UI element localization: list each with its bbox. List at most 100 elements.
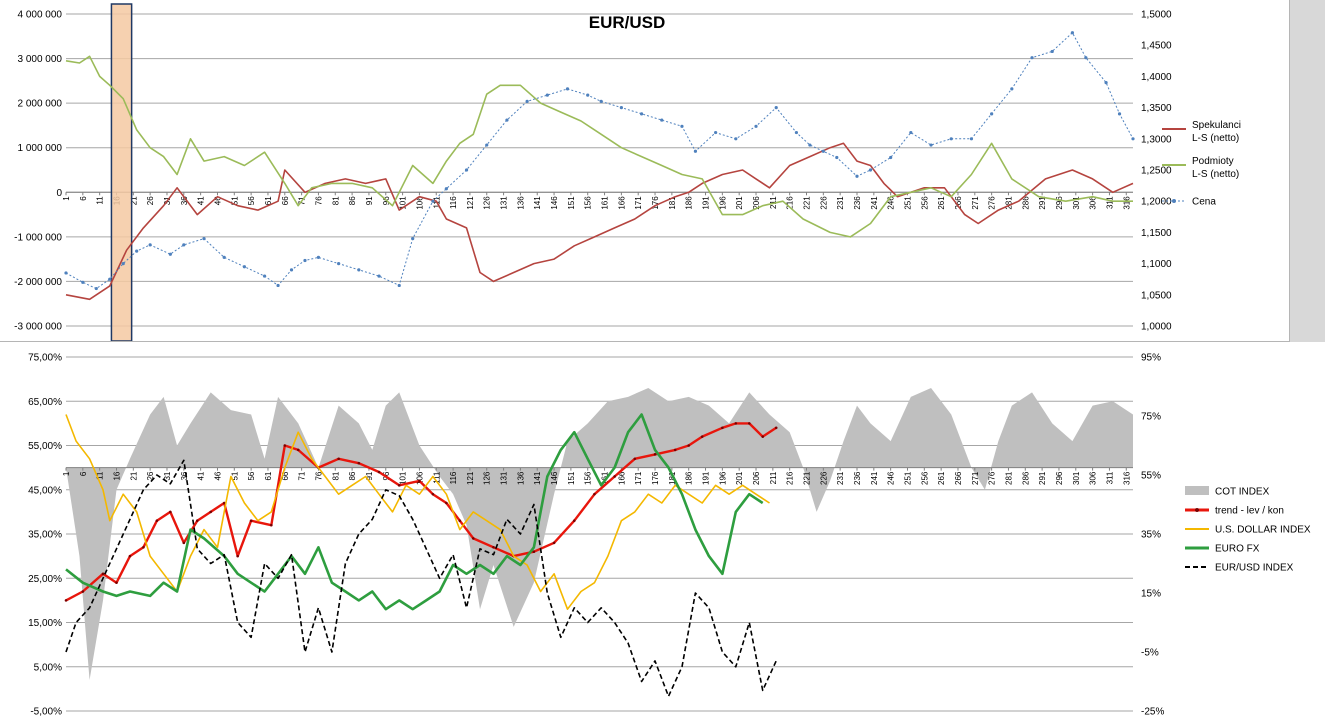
x-tick-label: 166 <box>617 471 626 485</box>
x-tick-label: 51 <box>230 196 239 205</box>
x-tick-label: 306 <box>1089 196 1098 210</box>
y-right-tick-label: 1,0000 <box>1141 322 1172 333</box>
x-tick-label: 186 <box>685 196 694 210</box>
top-chart-panel: -3 000 000 -2 000 000 -1 000 000 0 1 000 000… <box>0 0 1290 342</box>
series-marker-cena <box>1117 112 1122 116</box>
x-tick-label: 246 <box>887 471 896 485</box>
x-tick-label: 1 <box>62 471 71 476</box>
x-tick-label: 291 <box>1038 471 1047 485</box>
series-marker-trend-lev-kon <box>155 519 159 523</box>
series-marker-trend-lev-kon <box>296 448 300 452</box>
series-marker-cena <box>242 265 246 269</box>
series-marker-cena <box>431 199 435 203</box>
legend-swatch-cot-index <box>1185 486 1209 495</box>
x-tick-label: 131 <box>500 471 509 485</box>
legend-label-u-s-dollar-index: U.S. DOLLAR INDEX <box>1215 525 1311 536</box>
y-left-tick-label: 4 000 000 <box>18 10 63 21</box>
series-marker-cena <box>276 283 280 288</box>
x-tick-label: 216 <box>786 471 795 485</box>
x-tick-label: 31 <box>163 471 172 480</box>
x-tick-label: 11 <box>96 196 105 205</box>
legend-marker-trend-lev-kon <box>1195 508 1199 512</box>
series-marker-cena <box>889 155 893 160</box>
x-tick-label: 301 <box>1072 196 1081 210</box>
series-marker-trend-lev-kon <box>445 501 448 505</box>
x-tick-label: 171 <box>634 196 643 210</box>
legend-label-trend-lev-kon: trend - lev / kon <box>1215 506 1284 517</box>
x-tick-label: 6 <box>79 196 88 201</box>
series-marker-cena <box>444 187 448 191</box>
series-marker-trend-lev-kon <box>687 444 690 447</box>
series-marker-cena <box>64 271 68 275</box>
x-tick-label: 21 <box>129 471 138 480</box>
legend-label-cena: Cena <box>1192 197 1216 208</box>
series-marker-cena <box>1084 56 1088 60</box>
series-marker-cena <box>485 143 489 147</box>
x-tick-label: 136 <box>516 196 525 210</box>
series-marker-trend-lev-kon <box>431 492 435 496</box>
x-tick-label: 61 <box>264 471 273 480</box>
series-marker-cena <box>586 93 590 97</box>
y-right-tick-label: 55% <box>1141 471 1161 482</box>
series-marker-cena <box>969 137 974 141</box>
x-tick-label: 261 <box>937 471 946 485</box>
x-tick-label: 66 <box>281 471 290 480</box>
series-marker-trend-lev-kon <box>377 470 381 474</box>
y-right-tick-label: 1,3000 <box>1141 134 1172 145</box>
x-tick-label: 221 <box>803 196 812 210</box>
x-tick-label: 56 <box>247 471 256 480</box>
series-marker-cena <box>303 258 307 263</box>
series-marker-cena <box>774 106 778 110</box>
series-marker-trend-lev-kon <box>418 479 421 483</box>
series-marker-cena <box>397 283 401 288</box>
series-marker-cena <box>868 168 873 172</box>
series-marker-cena <box>545 93 549 97</box>
series-marker-trend-lev-kon <box>747 422 751 425</box>
series-marker-trend-lev-kon <box>761 435 765 438</box>
x-tick-label: 276 <box>988 196 997 210</box>
x-tick-label: 266 <box>954 471 963 485</box>
y-left-tick-label: 25,00% <box>28 574 62 585</box>
series-marker-trend-lev-kon <box>774 426 778 430</box>
series-marker-trend-lev-kon <box>593 492 596 496</box>
x-tick-label: 256 <box>920 196 929 210</box>
series-line-spekulanci-l-s-netto <box>65 142 1134 301</box>
x-tick-label: 216 <box>786 196 795 210</box>
y-right-tick-label: 1,4500 <box>1141 41 1172 52</box>
series-marker-trend-lev-kon <box>700 435 704 438</box>
x-tick-label: 241 <box>870 196 879 210</box>
x-tick-label: 256 <box>920 471 929 485</box>
x-tick-label: 16 <box>112 471 121 480</box>
x-tick-label: 201 <box>735 471 744 485</box>
series-marker-trend-lev-kon <box>458 519 462 523</box>
x-tick-label: 171 <box>634 471 643 485</box>
y-right-tick-label: -5% <box>1141 648 1159 659</box>
series-marker-trend-lev-kon <box>195 519 199 523</box>
x-tick-label: 26 <box>146 196 155 205</box>
x-tick-label: 221 <box>803 471 812 485</box>
x-tick-label: 66 <box>281 196 290 205</box>
x-tick-label: 121 <box>466 196 475 210</box>
x-tick-label: 26 <box>146 471 155 480</box>
y-right-tick-label: 1,2500 <box>1141 166 1172 177</box>
series-marker-trend-lev-kon <box>613 475 616 478</box>
series-line-euro-fx <box>65 413 764 611</box>
series-marker-cena <box>714 130 718 135</box>
x-tick-label: 231 <box>836 196 845 210</box>
x-tick-label: 246 <box>887 196 896 210</box>
x-tick-label: 121 <box>466 471 475 485</box>
x-tick-label: 201 <box>735 196 744 210</box>
x-tick-label: 81 <box>331 196 340 205</box>
x-tick-label: 86 <box>348 196 357 205</box>
x-tick-label: 186 <box>685 471 694 485</box>
x-tick-label: 286 <box>1021 196 1030 210</box>
x-tick-label: 196 <box>718 471 727 485</box>
series-marker-cena <box>357 268 361 272</box>
x-tick-label: 196 <box>718 196 727 210</box>
x-tick-label: 106 <box>415 471 424 485</box>
series-marker-cena <box>565 87 570 91</box>
x-tick-label: 46 <box>213 471 222 480</box>
highlight-band <box>110 3 133 341</box>
x-tick-label: 251 <box>903 196 912 210</box>
x-tick-label: 161 <box>601 196 610 210</box>
